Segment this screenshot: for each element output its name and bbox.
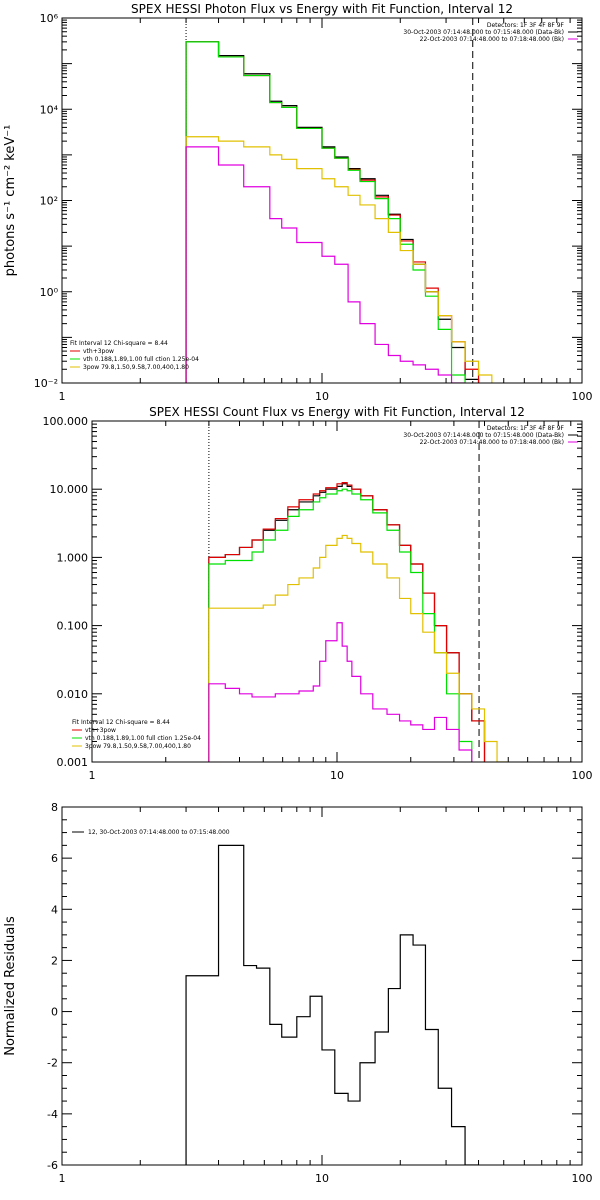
y-tick-label: 0 (51, 1006, 58, 1019)
series-group (208, 481, 509, 762)
x-tick-label: 1 (59, 1172, 66, 1185)
y-tick-label: 8 (51, 801, 58, 814)
y-ticks (62, 806, 582, 1166)
header-text: 30-Oct-2003 07:14:48.000 to 07:15:48.000… (403, 29, 564, 36)
plot-frame (61, 17, 583, 384)
x-tick-label: 1 (89, 769, 96, 782)
series-line (208, 488, 473, 762)
series-line (185, 41, 480, 383)
y-tick-label: 10² (40, 195, 58, 208)
y-tick-label: 100.000 (43, 415, 89, 428)
series-line (185, 146, 466, 383)
y-ticks (62, 19, 582, 384)
series-line (185, 136, 493, 383)
x-tick-label: 10 (315, 390, 329, 403)
y-tick-label: 1.000 (57, 551, 89, 564)
x-tick-label: 100 (572, 390, 593, 403)
fit-legend-text: Fit Interval 12 Chi-square = 8.44 (72, 719, 170, 726)
fit-legend-text: 3pow 79.8,1.50,9.58,7.00,400,1.80 (83, 364, 189, 371)
header-text: Detectors: 1F 3F 4F 8F 9F (487, 22, 565, 29)
y-tick-label: 10⁴ (40, 103, 59, 116)
x-tick-label: 10 (315, 1172, 329, 1185)
header-text: Detectors: 1F 3F 4F 8F 9F (487, 425, 565, 432)
plot-frame (61, 806, 583, 1166)
y-axis-label: photons s⁻¹ cm⁻² keV⁻¹ (3, 125, 18, 277)
chart-title: SPEX HESSI Count Flux vs Energy with Fit… (149, 405, 525, 419)
y-ticks (92, 423, 582, 763)
chart-title: SPEX HESSI Photon Flux vs Energy with Fi… (131, 2, 513, 16)
x-tick-label: 100 (572, 1172, 593, 1185)
y-tick-label: 6 (51, 852, 58, 865)
y-tick-label: 0.010 (57, 688, 89, 701)
y-tick-label: -2 (47, 1057, 58, 1070)
x-tick-label: 1 (59, 390, 66, 403)
count-flux-panel: SPEX HESSI Count Flux vs Energy with Fit… (43, 405, 593, 782)
y-tick-label: 0.100 (57, 620, 89, 633)
fit-legend-text: 3pow 79.8,1.50,9.58,7.00,400,1.80 (85, 743, 191, 750)
x-ticks (91, 421, 572, 762)
series-line (208, 481, 486, 762)
y-tick-label: 0.001 (57, 756, 89, 769)
y-tick-label: -6 (47, 1159, 58, 1172)
fit-legend-text: vth+3pow (83, 348, 114, 355)
y-tick-label: 10.000 (50, 483, 89, 496)
x-tick-label: 10 (330, 769, 344, 782)
legend-text: 12, 30-Oct-2003 07:14:48.000 to 07:15:48… (88, 829, 230, 836)
photon-flux-panel: SPEX HESSI Photon Flux vs Energy with Fi… (3, 2, 593, 403)
series-line (208, 622, 473, 762)
residuals-panel: 1 10 100 -6 -4 -2 0 2 4 6 8 Normalized Residuals 12,… (3, 801, 593, 1185)
fit-legend-text: vth 0.188,1.89,1.00 full ction 1.25e-04 (83, 356, 199, 363)
y-tick-label: 2 (51, 954, 58, 967)
series-line (208, 483, 486, 762)
plot-frame (91, 420, 583, 763)
series-group (185, 41, 493, 383)
header-text: 22-Oct-2003 07:14:48.000 to 07:18:48.000… (420, 439, 564, 446)
fit-legend-text: vth 0.188,1.89,1.00 full ction 1.25e-04 (85, 735, 201, 742)
fit-legend-text: Fit Interval 12 Chi-square = 8.44 (70, 340, 168, 347)
header-text: 30-Oct-2003 07:14:48.000 to 07:15:48.000… (403, 432, 564, 439)
y-tick-label: -4 (47, 1108, 58, 1121)
x-ticks (61, 807, 571, 1165)
y-axis-label: Normalized Residuals (3, 916, 18, 1056)
series-line (208, 534, 509, 762)
x-tick-label: 100 (572, 769, 593, 782)
series-line (185, 41, 480, 383)
x-ticks (61, 18, 571, 383)
series-group (185, 844, 479, 1165)
y-tick-label: 4 (51, 903, 58, 916)
y-tick-label: 10⁻² (34, 377, 58, 390)
fit-legend-text: vth+3pow (85, 727, 116, 734)
y-tick-label: 10⁰ (40, 286, 59, 299)
header-text: 22-Oct-2003 07:14:48.000 to 07:18:48.000… (420, 36, 564, 43)
y-tick-label: 10⁶ (40, 12, 59, 25)
series-line (185, 41, 466, 383)
series-line (185, 844, 479, 1165)
